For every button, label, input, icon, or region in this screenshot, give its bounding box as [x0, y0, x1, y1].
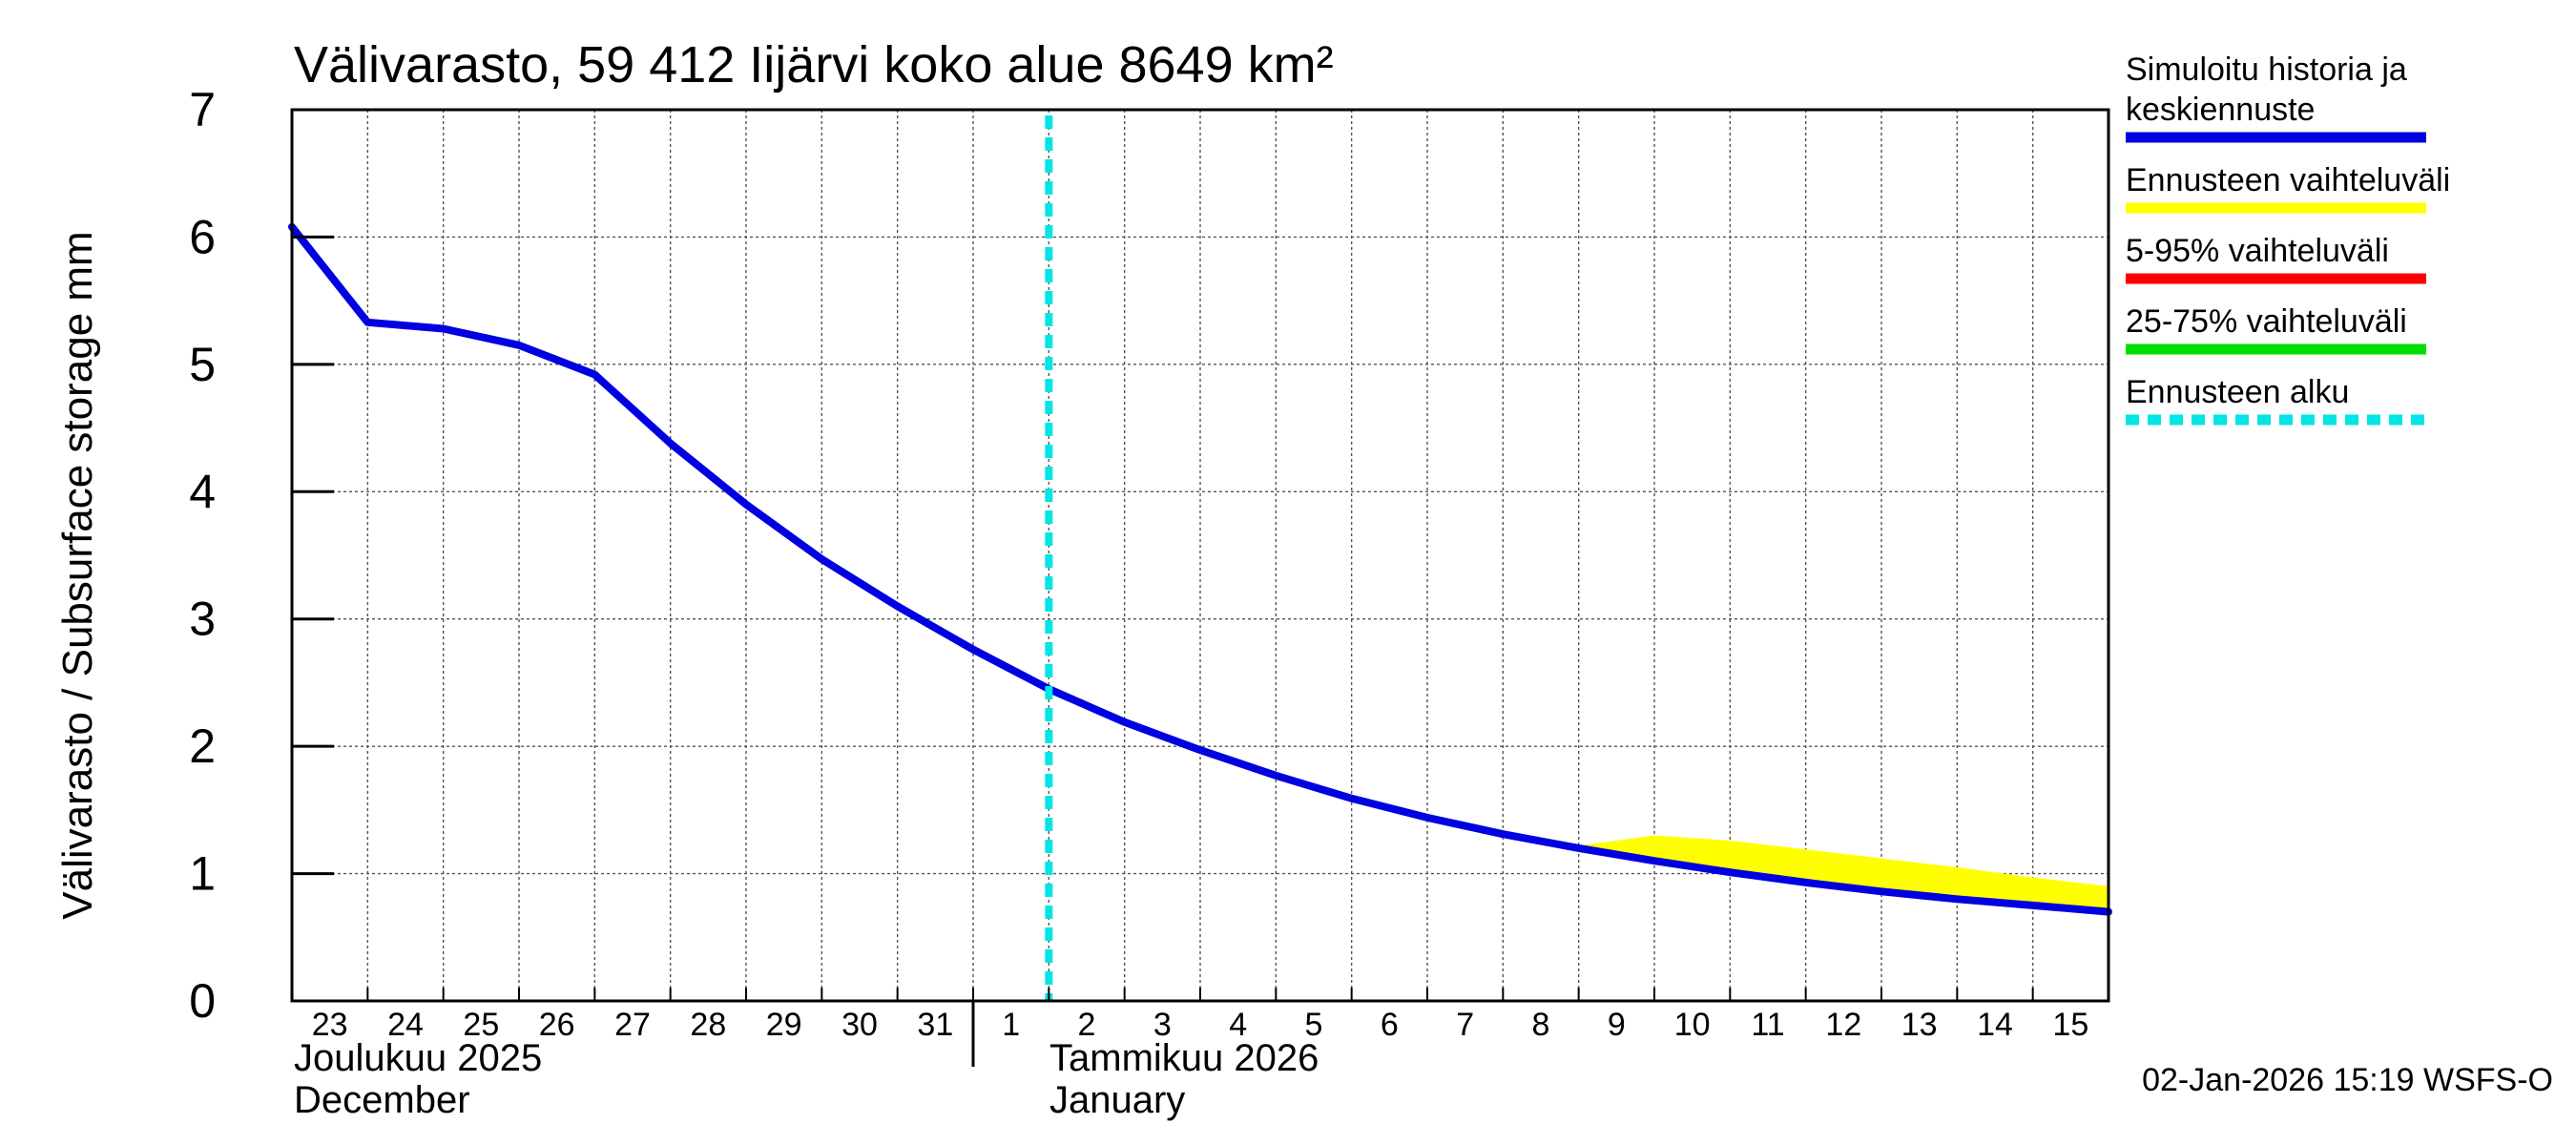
month-label-december-en: December — [294, 1079, 470, 1121]
legend-label: 5-95% vaihteluväli — [2126, 233, 2389, 269]
x-tick-label: 6 — [1381, 1007, 1399, 1043]
series-line-simulated — [288, 222, 2112, 916]
x-tick-label: 27 — [614, 1007, 651, 1043]
x-tick-label: 23 — [312, 1007, 348, 1043]
x-tick-label: 2 — [1078, 1007, 1096, 1043]
x-tick-label: 1 — [1002, 1007, 1020, 1043]
x-tick-label: 7 — [1456, 1007, 1474, 1043]
x-tick-label: 4 — [1229, 1007, 1247, 1043]
y-tick-label: 0 — [189, 974, 216, 1028]
y-tick-label: 3 — [189, 593, 216, 646]
x-tick-label: 9 — [1608, 1007, 1626, 1043]
x-tick-label: 3 — [1153, 1007, 1172, 1043]
month-label-january-en: January — [1049, 1079, 1185, 1121]
footer-timestamp: 02-Jan-2026 15:19 WSFS-O — [2142, 1062, 2553, 1098]
x-axis: 23 24 25 26 27 28 29 30 31 1 2 3 4 5 6 7 8 9 10 11 12 13 14 15 — [291, 988, 2109, 1067]
y-tick-label: 4 — [189, 465, 216, 518]
y-tick-label: 1 — [189, 847, 216, 901]
series-layer — [288, 222, 2112, 916]
forecast-range-band — [1578, 835, 2109, 912]
y-tick-label: 7 — [189, 83, 216, 136]
x-tick-label: 24 — [387, 1007, 424, 1043]
forecast-range-layer — [1578, 835, 2109, 912]
x-tick-label: 14 — [1977, 1007, 2013, 1043]
y-tick-label: 2 — [189, 719, 216, 773]
x-tick-label: 5 — [1305, 1007, 1323, 1043]
x-tick-label: 15 — [2052, 1007, 2088, 1043]
y-tick-label: 5 — [189, 338, 216, 391]
x-tick-label: 30 — [841, 1007, 878, 1043]
x-tick-label: 26 — [539, 1007, 575, 1043]
x-tick-label: 12 — [1825, 1007, 1861, 1043]
chart-title: Välivarasto, 59 412 Iijärvi koko alue 86… — [294, 36, 1334, 94]
legend-item: 25-75% vaihteluväli — [2126, 303, 2426, 355]
x-tick-label: 11 — [1751, 1007, 1784, 1043]
legend-label-line: keskiennuste — [2126, 92, 2315, 128]
month-label-january-fi: Tammikuu 2026 — [1049, 1037, 1319, 1079]
x-tick-label: 28 — [690, 1007, 726, 1043]
legend-label: Ennusteen alku — [2126, 374, 2349, 410]
y-tick-label: 6 — [189, 210, 216, 263]
legend-item: Ennusteen vaihteluväli — [2126, 162, 2450, 214]
y-axis: 0 1 2 3 4 5 6 7 — [189, 83, 334, 1028]
legend-item: Ennusteen alku — [2126, 374, 2426, 426]
x-tick-label: 31 — [917, 1007, 953, 1043]
x-tick-label: 25 — [463, 1007, 499, 1043]
x-tick-label: 8 — [1532, 1007, 1550, 1043]
x-tick-label: 29 — [766, 1007, 802, 1043]
y-axis-label: Välivarasto / Subsurface storage mm — [54, 231, 101, 919]
x-tick-label: 13 — [1901, 1007, 1938, 1043]
legend-label: 25-75% vaihteluväli — [2126, 303, 2407, 340]
x-tick-label: 10 — [1674, 1007, 1711, 1043]
month-label-december-fi: Joulukuu 2025 — [294, 1037, 542, 1079]
legend-item: 5-95% vaihteluväli — [2126, 233, 2426, 284]
legend-label: Ennusteen vaihteluväli — [2126, 162, 2450, 198]
